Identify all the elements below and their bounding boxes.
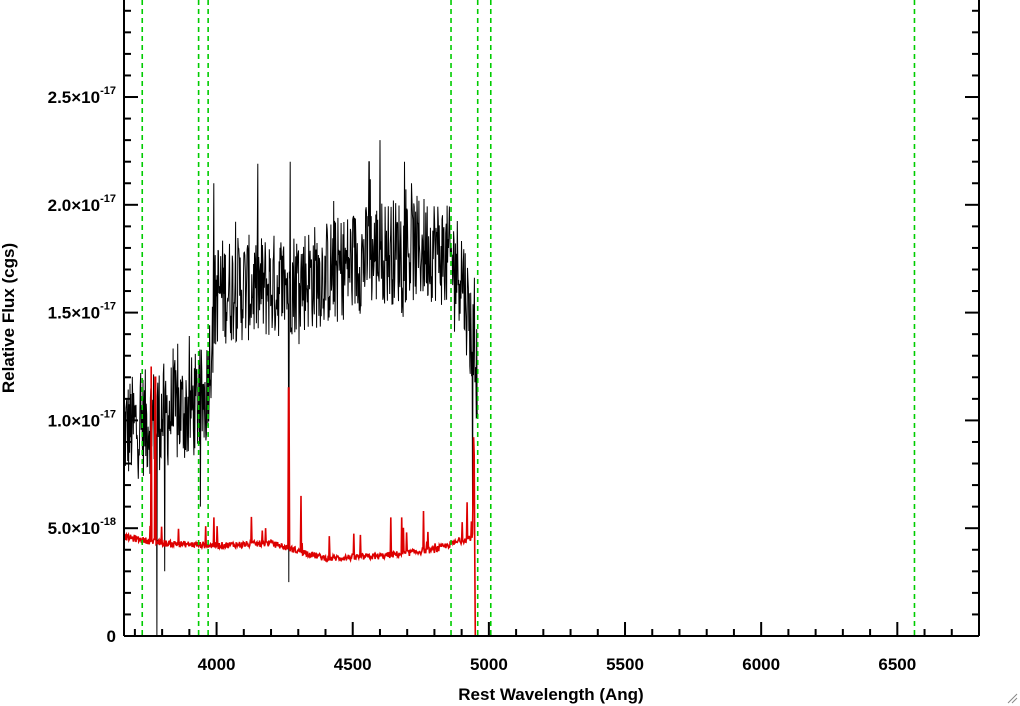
y-tick-label: 5.0×10-18	[48, 516, 116, 538]
y-axis-title: Relative Flux (cgs)	[0, 243, 18, 393]
y-tick-label: 2.5×10-17	[48, 85, 116, 107]
x-tick-label: 6000	[742, 655, 780, 674]
flux-series-line	[124, 140, 479, 636]
x-axis-title: Rest Wavelength (Ang)	[458, 685, 643, 704]
x-tick-label: 6500	[878, 655, 916, 674]
error-series-line	[124, 366, 979, 636]
y-tick-label: 2.0×10-17	[48, 193, 116, 215]
y-tick-label: 1.5×10-17	[48, 301, 116, 323]
resize-grip-icon[interactable]	[1006, 692, 1018, 704]
y-tick-label: 0	[107, 627, 116, 646]
x-tick-label: 4500	[334, 655, 372, 674]
x-tick-label: 4000	[198, 655, 236, 674]
x-tick-label: 5500	[606, 655, 644, 674]
y-tick-label: 1.0×10-17	[48, 408, 116, 430]
x-tick-label: 5000	[470, 655, 508, 674]
